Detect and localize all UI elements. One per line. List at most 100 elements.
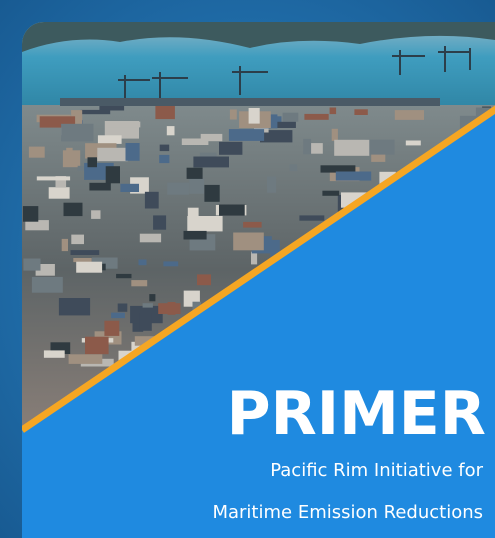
building: [204, 184, 220, 202]
building: [155, 105, 175, 120]
building: [243, 221, 262, 228]
building: [193, 156, 229, 168]
building: [200, 133, 223, 142]
building: [48, 187, 70, 199]
building: [91, 210, 101, 219]
building: [329, 107, 337, 115]
building: [138, 259, 147, 266]
building: [36, 176, 71, 181]
building: [61, 123, 94, 142]
building: [248, 108, 260, 124]
building: [158, 303, 181, 314]
building: [39, 116, 76, 128]
building: [331, 128, 338, 141]
building: [309, 143, 323, 154]
building: [66, 147, 73, 163]
building: [61, 238, 68, 252]
building: [335, 171, 372, 181]
building: [111, 312, 125, 319]
building: [71, 110, 83, 125]
subtitle-line: Pacific Rim Initiative for: [270, 460, 483, 481]
building: [233, 232, 264, 251]
building: [71, 234, 84, 245]
building: [282, 112, 299, 122]
building: [289, 164, 298, 172]
building: [87, 345, 105, 350]
building: [159, 144, 170, 152]
building: [55, 176, 67, 188]
building: [181, 138, 209, 145]
building: [28, 146, 45, 158]
building: [73, 258, 92, 263]
building: [219, 141, 243, 155]
building: [153, 215, 167, 230]
building: [63, 202, 83, 217]
building: [229, 109, 237, 120]
building: [192, 301, 202, 311]
building: [304, 113, 329, 120]
building: [197, 274, 211, 286]
building: [228, 129, 265, 141]
building: [132, 320, 144, 332]
building: [58, 298, 91, 316]
building: [120, 183, 139, 192]
building: [35, 264, 55, 276]
building: [25, 220, 49, 231]
building: [189, 178, 205, 194]
building: [117, 303, 128, 312]
building: [131, 280, 148, 287]
building: [125, 143, 140, 161]
building: [87, 157, 97, 168]
building: [183, 230, 207, 240]
building: [97, 147, 128, 162]
building: [89, 182, 111, 191]
building: [104, 320, 120, 336]
subtitle-line: Maritime Emission Reductions: [212, 502, 483, 523]
building: [320, 165, 356, 173]
building: [251, 251, 258, 265]
building: [405, 140, 421, 146]
building: [76, 261, 103, 273]
building: [50, 342, 71, 354]
building: [334, 139, 370, 156]
building: [43, 350, 65, 358]
building: [163, 261, 179, 267]
building: [276, 121, 296, 128]
building: [97, 135, 122, 144]
building: [139, 233, 162, 243]
building: [187, 216, 223, 232]
building: [186, 167, 203, 179]
building: [354, 109, 368, 115]
building: [166, 126, 175, 136]
building: [139, 313, 152, 331]
building: [159, 154, 170, 164]
building: [31, 276, 63, 293]
building: [267, 176, 277, 193]
building: [80, 109, 111, 115]
building: [167, 182, 189, 195]
building: [68, 354, 103, 364]
building: [70, 250, 100, 255]
building: [303, 138, 312, 155]
building: [105, 166, 120, 184]
building: [85, 336, 109, 355]
building: [107, 121, 141, 128]
building: [322, 190, 340, 196]
building: [365, 139, 395, 155]
building: [144, 191, 159, 209]
building: [260, 130, 293, 143]
building: [116, 273, 132, 279]
title: PRIMER: [227, 379, 486, 449]
building: [142, 303, 153, 308]
building: [394, 110, 424, 120]
building: [22, 206, 39, 222]
building: [299, 215, 325, 221]
building: [99, 105, 125, 111]
building: [149, 294, 156, 302]
building: [23, 258, 41, 271]
building: [199, 152, 217, 161]
building: [91, 257, 118, 269]
building: [219, 204, 245, 216]
orange-stripe: [22, 100, 495, 433]
